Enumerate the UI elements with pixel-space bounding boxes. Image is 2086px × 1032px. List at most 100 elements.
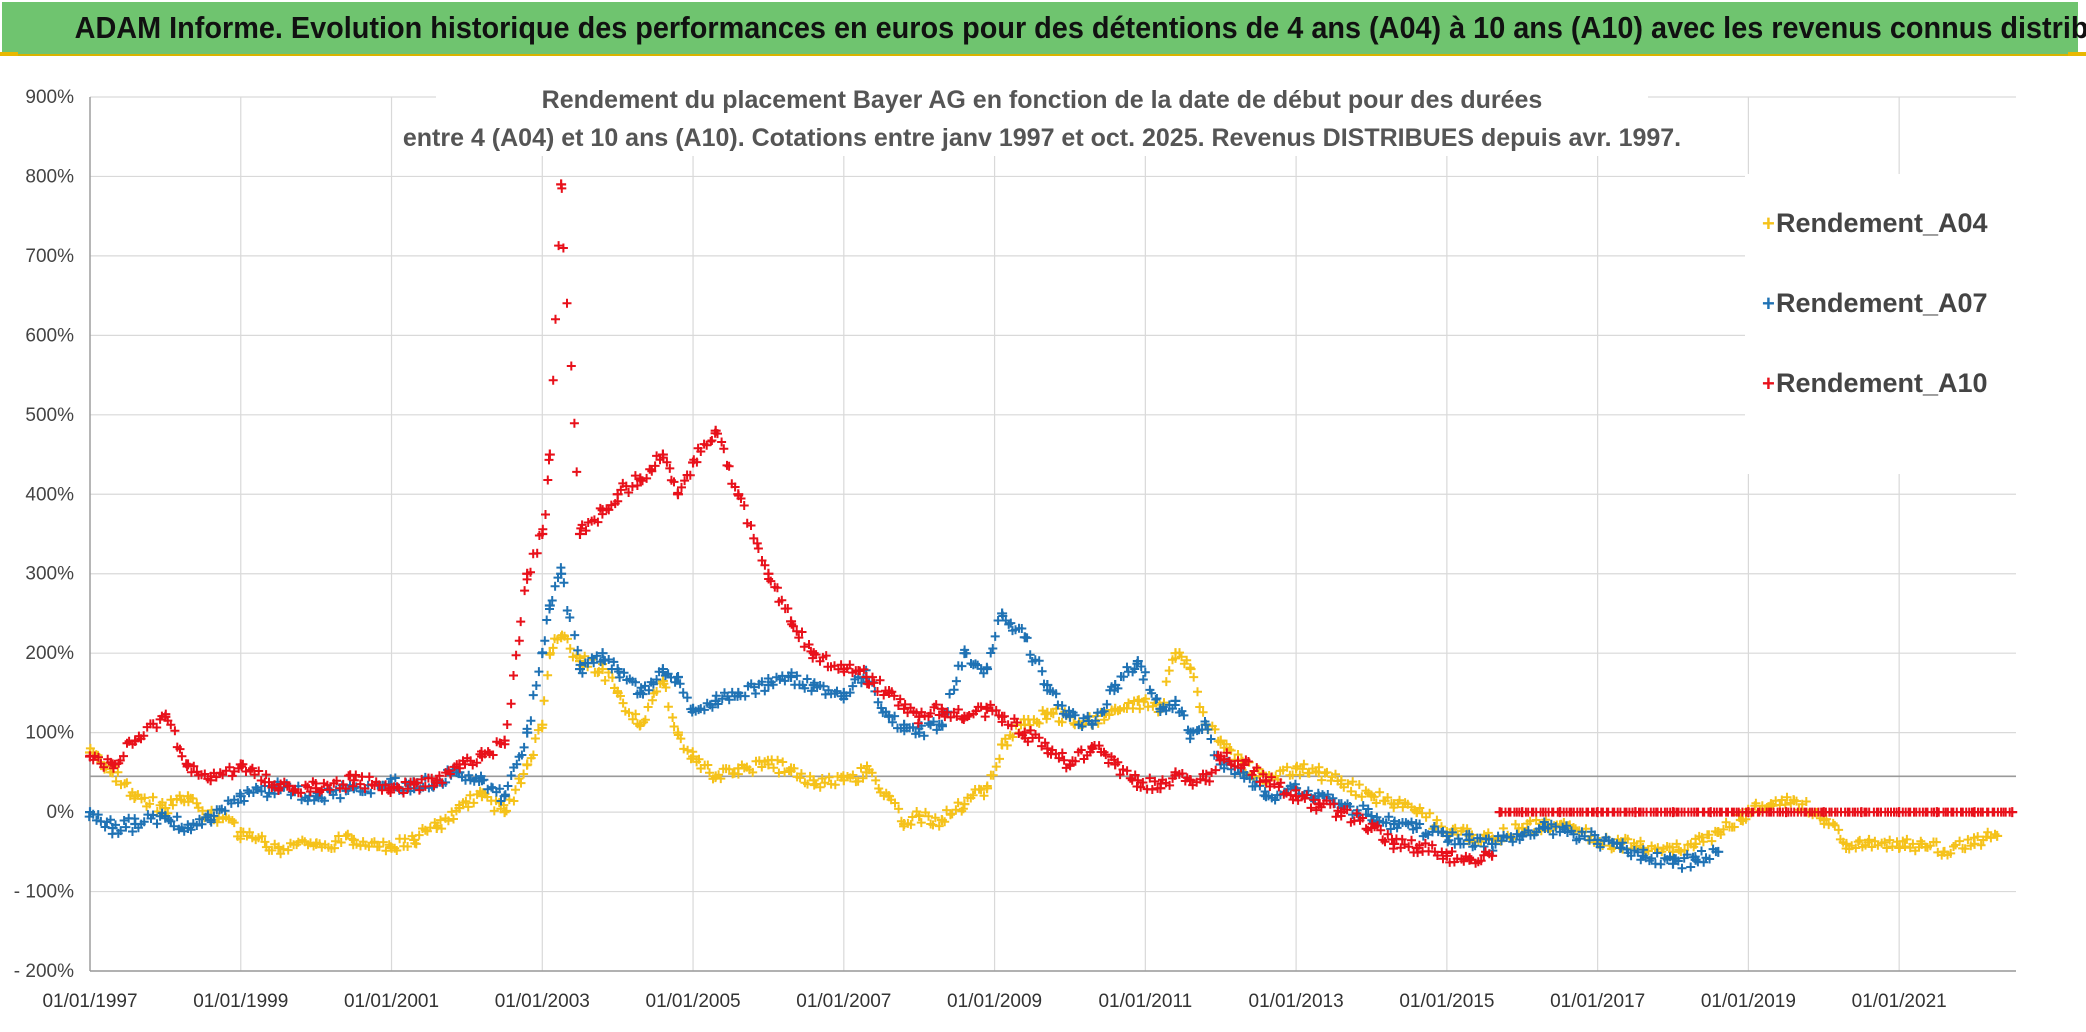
series-marker-run [1155,700,1177,716]
series-marker-run [557,183,582,477]
series-marker-run [107,813,137,839]
series-marker-run [236,827,280,855]
legend-label-a04: Rendement_A04 [1776,208,1988,238]
series-marker-run [522,725,543,770]
series-marker-run [658,667,680,687]
series-marker-run [130,711,167,746]
series-marker-run [960,645,989,678]
series-marker-run [914,807,944,831]
series-marker-run [499,769,529,816]
series-rendement-a10-zero-tail [1494,807,2018,818]
series-marker-run [787,668,816,696]
series-marker-run [1592,833,1622,852]
series-marker-run [410,818,440,849]
series-marker-run [455,749,485,773]
series-marker-run [478,788,506,816]
series-marker-run [545,573,563,614]
x-tick-label: 01/01/2005 [646,991,741,1012]
series-marker-run [734,491,770,570]
series-marker-run [274,835,319,859]
x-tick-label: 01/01/2015 [1399,991,1494,1012]
series-marker-run [1735,809,1751,826]
y-tick-label: 900% [25,87,74,108]
legend-background [1745,174,2035,474]
series-marker-run [1042,685,1071,720]
x-tick-label: 01/01/2009 [947,991,1042,1012]
series-marker-run [673,470,695,498]
chart-title: Rendement du placement Bayer AG en fonct… [403,68,1681,156]
series-marker-run [913,700,944,728]
series-marker-run [537,670,553,733]
series-marker-run [659,679,679,731]
x-tick-label: 01/01/2021 [1852,991,1947,1012]
series-marker-run [1465,847,1494,868]
series-marker-run [900,699,921,718]
series-marker-run [1895,834,1924,856]
series-marker-run [454,786,485,812]
series-marker-run [1185,725,1207,744]
series-marker-run [1616,838,1646,865]
series-marker-run [84,809,115,832]
series-marker-run [1669,807,1713,817]
series-marker-run [688,747,718,784]
series-marker-run [1464,829,1494,852]
y-tick-label: 700% [25,246,74,267]
series-marker-run [538,615,552,657]
y-tick-label: 100% [25,723,74,744]
series-marker-run [1064,706,1094,731]
series-marker-run [710,428,740,492]
y-tick-label: - 100% [14,882,74,903]
banner-title: ADAM Informe. Evolution historique des p… [74,10,2086,45]
series-marker-run [1413,838,1448,864]
series-marker-run [838,763,868,787]
series-marker-run [862,761,891,801]
series-marker-run [809,678,846,701]
legend-label-a10: Rendement_A10 [1776,368,1988,398]
series-marker-run [1087,682,1117,729]
axes: 900% 800% 700% 600% 500% 400% 300% 200% 100% 0% - … [14,87,2016,1012]
header-banner: ADAM Informe. Evolution historique des p… [2,2,2086,56]
series-marker-run [538,475,553,534]
series-marker-run [1170,700,1193,735]
series-marker-run [787,619,816,656]
series-marker-run [557,630,582,662]
series-marker-run [312,829,357,853]
series-marker-run [129,790,167,816]
legend-marker-a07: + [1762,291,1775,316]
series-marker-run [1336,805,1373,835]
series-marker-run [635,451,665,486]
series-marker-run [500,742,529,800]
series-marker-run [958,784,989,814]
series-marker-run [1562,821,1600,845]
y-tick-label: 400% [25,484,74,505]
gridlines [89,96,2016,972]
series-marker-run [206,795,243,827]
x-tick-label: 01/01/2001 [344,991,439,1012]
series-marker-run [658,453,679,487]
series-marker-run [454,768,484,786]
series-marker-run [1539,817,1570,839]
y-tick-label: - 200% [14,961,74,982]
series-marker-run [522,531,544,584]
y-tick-label: 800% [25,166,74,187]
series-marker-run [433,806,461,834]
series-marker-run [311,770,355,797]
x-tick-label: 01/01/2007 [796,991,891,1012]
series-marker-run [1488,829,1525,856]
series-marker-run [1043,745,1071,773]
series-marker-run [1863,835,1902,853]
series-marker-run [598,655,619,674]
series-marker-run [1841,835,1870,854]
series-marker-run [899,722,921,739]
series-marker-run [1442,847,1471,867]
series-marker-run [1087,741,1116,768]
y-tick-label: 300% [25,564,74,585]
series-marker-run [1239,755,1268,787]
series-marker-run [1336,777,1373,802]
series-rendement-a10 [85,179,1498,868]
x-tick-label: 01/01/2003 [495,991,590,1012]
series-marker-run [576,503,605,536]
series-marker-run [1156,773,1178,790]
series-marker-run [237,759,280,792]
x-tick-label: 01/01/1997 [42,991,137,1012]
